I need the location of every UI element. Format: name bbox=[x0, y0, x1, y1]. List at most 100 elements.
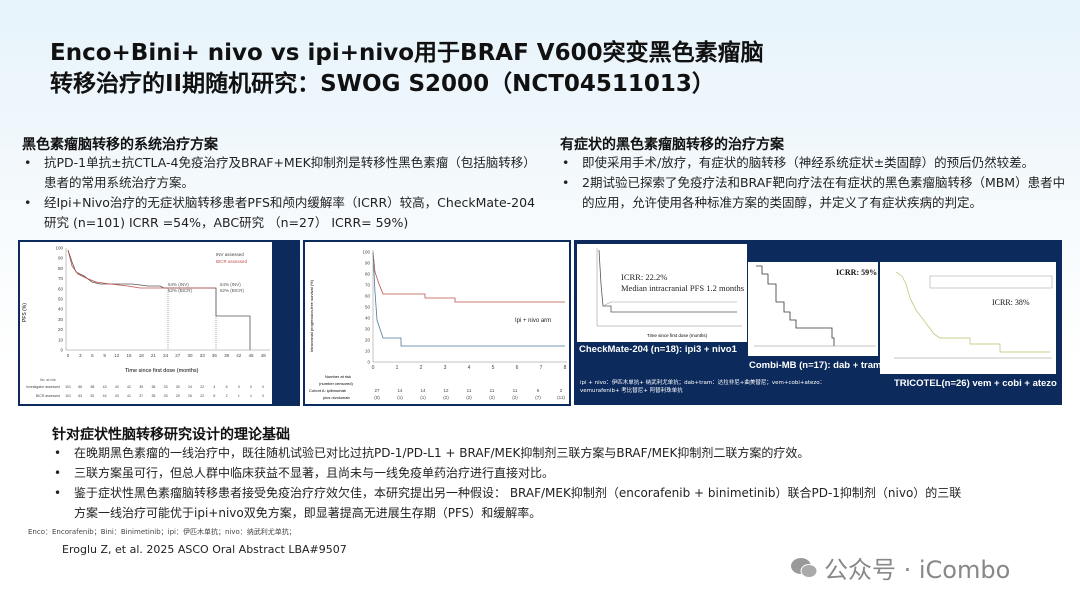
icrr-label: ICRR: 59% bbox=[836, 268, 878, 277]
right-section-heading: 有症状的黑色素瘤脑转移的治疗方案 bbox=[560, 137, 784, 153]
x-tick-label: 36 bbox=[212, 353, 218, 358]
km-curve bbox=[895, 271, 1050, 353]
censored-value: (11) bbox=[557, 395, 565, 400]
annotation: 54% (INV) bbox=[168, 282, 189, 287]
risk-value: 33 bbox=[164, 385, 168, 389]
risk-value: 66 bbox=[78, 385, 82, 389]
censored-value: (2) bbox=[512, 395, 518, 400]
y-tick-label: 70 bbox=[365, 283, 371, 288]
risk-row-label: Investigator assessed bbox=[26, 385, 60, 389]
risk-value: 27 bbox=[374, 388, 380, 393]
arm-label: Ipi + nivo arm bbox=[515, 318, 551, 324]
risk-value: 30 bbox=[176, 385, 180, 389]
risk-value: 29 bbox=[176, 394, 180, 398]
y-tick-label: 10 bbox=[365, 349, 371, 354]
x-tick-label: 8 bbox=[564, 365, 567, 371]
risk-value: 26 bbox=[188, 394, 192, 398]
y-tick-label: 80 bbox=[58, 266, 64, 271]
legend-inv: INV assessed bbox=[216, 252, 244, 257]
right-bullets: 即使采用手术/放疗，有症状的脑转移（神经系统症状±类固醇）的预后仍然较差。 2期… bbox=[558, 153, 1068, 213]
censored-value: (2) bbox=[466, 395, 472, 400]
censored-value: (1) bbox=[420, 395, 426, 400]
censored-value: (2) bbox=[443, 395, 449, 400]
caption-checkmate204: CheckMate-204 (n=18): ipi3 + nivo1 bbox=[579, 344, 737, 355]
km-curve bbox=[598, 249, 737, 313]
risk-value: 101 bbox=[65, 385, 71, 389]
x-tick-label: 24 bbox=[163, 353, 169, 358]
risk-title: (number censored) bbox=[319, 381, 353, 386]
risk-value: 0 bbox=[262, 394, 264, 398]
pfs-label: Median intracranial PFS 1.2 months bbox=[621, 283, 745, 293]
x-tick-label: 6 bbox=[91, 353, 94, 358]
risk-title: Number at risk bbox=[325, 374, 351, 379]
bullet: 即使采用手术/放疗，有症状的脑转移（神经系统症状±类固醇）的预后仍然较差。 bbox=[558, 153, 1068, 173]
bullet: 2期试验已探索了免疫疗法和BRAF靶向疗法在有症状的黑色素瘤脑转移（MBM）患者… bbox=[558, 173, 1068, 213]
watermark: 公众号 · iCombo bbox=[790, 550, 1010, 585]
left-bullets: 抗PD-1单抗±抗CTLA-4免疫治疗及BRAF+MEK抑制剂是转移性黑色素瘤（… bbox=[20, 153, 540, 233]
x-tick-label: 5 bbox=[492, 365, 495, 371]
x-tick-label: 18 bbox=[139, 353, 145, 358]
km-curve-other bbox=[372, 251, 565, 347]
y-tick-label: 60 bbox=[365, 294, 371, 299]
risk-value: 14 bbox=[397, 388, 403, 393]
watermark-text: 公众号 · iCombo bbox=[824, 556, 1011, 584]
x-axis-label: Time since first dose (months) bbox=[125, 368, 199, 374]
risk-value: 8 bbox=[213, 394, 215, 398]
reference: Eroglu Z, et al. 2025 ASCO Oral Abstract… bbox=[62, 543, 347, 556]
bullet: 鉴于症状性黑色素瘤脑转移患者接受免疫治疗疗效欠佳，本研究提出另一种假设： BRA… bbox=[50, 483, 1010, 523]
chart-combi-mb: ICRR: 59% bbox=[748, 262, 878, 356]
caption-combi-mb: Combi-MB (n=17): dab + tram bbox=[749, 360, 882, 371]
x-tick-label: 30 bbox=[187, 353, 193, 358]
x-tick-label: 33 bbox=[200, 353, 206, 358]
km-curve bbox=[602, 301, 737, 307]
abbreviations: ipi + nivo：伊匹木单抗+ 纳武利尤单抗；dab+tram：达拉非尼+曲… bbox=[580, 379, 880, 395]
risk-value: 22 bbox=[200, 385, 204, 389]
y-tick-label: 10 bbox=[58, 337, 64, 342]
x-tick-label: 6 bbox=[516, 365, 519, 371]
y-tick-label: 80 bbox=[365, 272, 371, 277]
km-curve-ipi-nivo bbox=[372, 251, 565, 303]
risk-value: 101 bbox=[65, 394, 71, 398]
risk-value: 37 bbox=[139, 394, 143, 398]
chart-checkmate204-symptomatic: Time since first dose (months) ICRR: 22.… bbox=[577, 244, 747, 342]
risk-value: 58 bbox=[90, 385, 94, 389]
km-curve-inv bbox=[67, 249, 251, 350]
x-tick-label: 3 bbox=[79, 353, 82, 358]
risk-value: 2 bbox=[560, 388, 563, 393]
risk-value: 43 bbox=[115, 394, 119, 398]
x-tick-label: 45 bbox=[248, 353, 254, 358]
risk-value: 44 bbox=[103, 394, 107, 398]
footnote: Enco：Encorafenib；Bini：Binimetinib；ipi：伊匹… bbox=[28, 528, 296, 536]
risk-value: 35 bbox=[151, 394, 155, 398]
y-tick-label: 70 bbox=[58, 276, 64, 281]
bullet: 抗PD-1单抗±抗CTLA-4免疫治疗及BRAF+MEK抑制剂是转移性黑色素瘤（… bbox=[20, 153, 540, 193]
y-tick-label: 0 bbox=[367, 360, 370, 365]
risk-value: 11 bbox=[467, 388, 472, 393]
censored-value: (7) bbox=[535, 395, 541, 400]
bullet: 三联方案虽可行，但总人群中临床获益不显著，且尚未与一线免疫单药治疗进行直接对比。 bbox=[50, 463, 1010, 483]
risk-value: 6 bbox=[226, 385, 228, 389]
chart-tricotel: ICRR: 38% bbox=[880, 262, 1056, 374]
abbrev-line: vemurafenib+ 考比替尼+ 阿替利珠单抗 bbox=[580, 388, 683, 394]
risk-value: 38 bbox=[151, 385, 155, 389]
risk-value: 0 bbox=[262, 385, 264, 389]
x-tick-label: 7 bbox=[540, 365, 543, 371]
risk-value: 63 bbox=[78, 394, 82, 398]
risk-value: 42 bbox=[127, 385, 131, 389]
x-tick-label: 42 bbox=[236, 353, 242, 358]
annotation: 54% (INV) bbox=[220, 282, 241, 287]
y-tick-label: 20 bbox=[365, 338, 371, 343]
risk-value: 41 bbox=[127, 394, 131, 398]
risk-value: 52 bbox=[90, 394, 94, 398]
slide-title: Enco+Bini+ nivo vs ipi+nivo用于BRAF V600突变… bbox=[50, 38, 764, 100]
risk-value: 11 bbox=[490, 388, 495, 393]
icrr-label: ICRR: 22.2% bbox=[621, 272, 668, 282]
censored-value: (2) bbox=[489, 395, 495, 400]
legend-bicr: BICR assessed bbox=[216, 259, 248, 264]
risk-value: 33 bbox=[164, 394, 168, 398]
risk-label: Cohort A: ipilimumab bbox=[309, 388, 347, 393]
caption-tricotel: TRICOTEL(n=26) vem + cobi + atezo bbox=[894, 378, 1057, 389]
risk-label: plus nivolumab bbox=[323, 395, 350, 400]
bullet: 经Ipi+Nivo治疗的无症状脑转移患者PFS和颅内缓解率（ICRR）较高，Ch… bbox=[20, 193, 540, 233]
wechat-icon bbox=[791, 557, 818, 578]
